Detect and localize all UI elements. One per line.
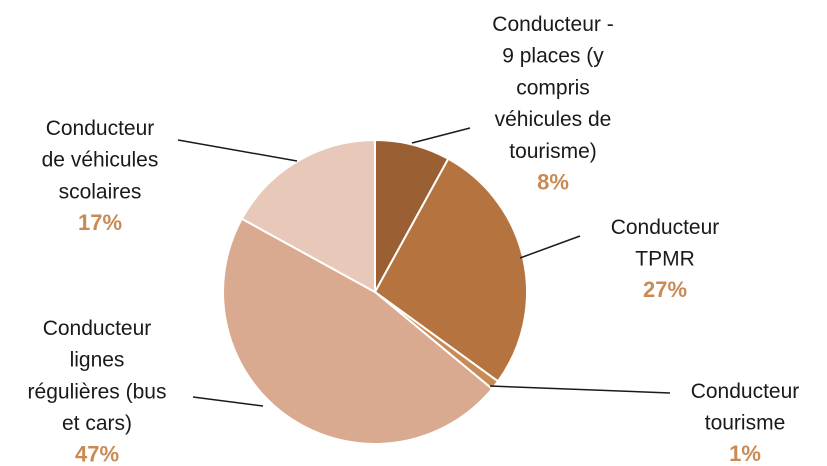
value-label: 47% [75,442,119,466]
pie-slice [373,157,528,383]
leader-line [489,385,671,394]
slice-label: Conducteur -9 places (y compris véhicules … [492,13,613,163]
leader-line [177,139,298,162]
leader-line [411,127,471,144]
value-label: 17% [78,210,122,235]
value-label: 1% [729,441,761,466]
value-label: 8% [537,169,569,194]
slice-label: Conducteur TPMR [611,216,720,271]
slice-label: Conducteur lignes régulières (bus et cars) [28,317,167,435]
leader-line [519,235,581,259]
slice-label: Conducteur tourisme [691,380,800,435]
slice-label: Conducteur de véhicules scolaires [42,117,159,203]
pie-slice [240,138,376,294]
value-label: 27% [643,277,687,302]
leader-line [192,396,264,407]
pie-slice [222,217,494,445]
